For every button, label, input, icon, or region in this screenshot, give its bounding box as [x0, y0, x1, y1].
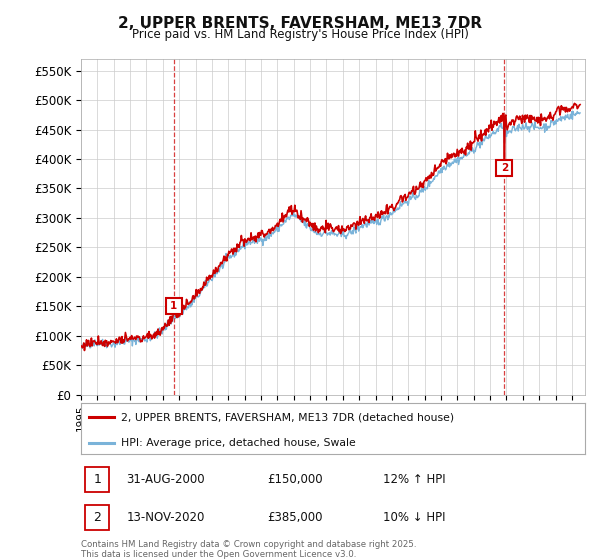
FancyBboxPatch shape [85, 467, 109, 492]
Text: 2: 2 [93, 511, 101, 524]
Text: 31-AUG-2000: 31-AUG-2000 [127, 473, 205, 486]
Text: 1: 1 [170, 301, 178, 311]
Text: Price paid vs. HM Land Registry's House Price Index (HPI): Price paid vs. HM Land Registry's House … [131, 28, 469, 41]
Text: 2, UPPER BRENTS, FAVERSHAM, ME13 7DR: 2, UPPER BRENTS, FAVERSHAM, ME13 7DR [118, 16, 482, 31]
Text: 2, UPPER BRENTS, FAVERSHAM, ME13 7DR (detached house): 2, UPPER BRENTS, FAVERSHAM, ME13 7DR (de… [121, 412, 454, 422]
Text: 12% ↑ HPI: 12% ↑ HPI [383, 473, 446, 486]
Text: HPI: Average price, detached house, Swale: HPI: Average price, detached house, Swal… [121, 437, 356, 447]
FancyBboxPatch shape [85, 505, 109, 530]
Text: 10% ↓ HPI: 10% ↓ HPI [383, 511, 446, 524]
Text: 2: 2 [500, 163, 508, 173]
Text: £385,000: £385,000 [268, 511, 323, 524]
Text: £150,000: £150,000 [268, 473, 323, 486]
Text: Contains HM Land Registry data © Crown copyright and database right 2025.
This d: Contains HM Land Registry data © Crown c… [81, 540, 416, 559]
Text: 1: 1 [93, 473, 101, 486]
Text: 13-NOV-2020: 13-NOV-2020 [127, 511, 205, 524]
